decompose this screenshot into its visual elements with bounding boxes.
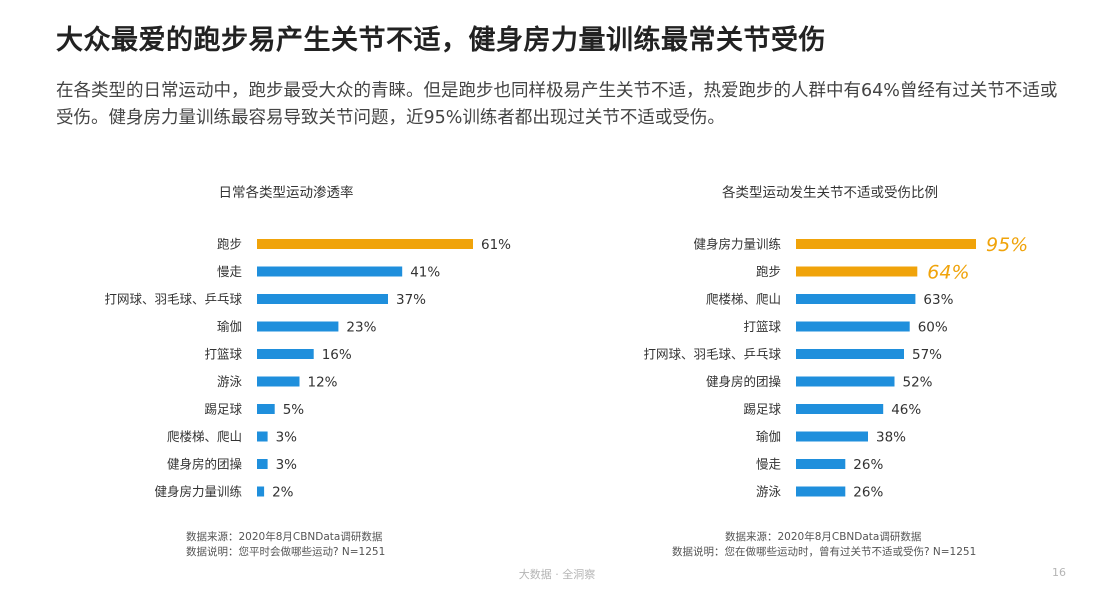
page-subtitle: 在各类型的日常运动中，跑步最受大众的青睐。但是跑步也同样极易产生关节不适，热爱跑…	[56, 81, 1058, 128]
chart-1-title: 日常各类型运动渗透率	[219, 184, 354, 201]
chart-2-bar	[796, 294, 916, 304]
chart-1-bar	[257, 459, 268, 469]
chart-1-category-label: 跑步	[217, 237, 242, 252]
chart-2-category-label: 爬楼梯、爬山	[706, 292, 781, 307]
chart-2-value-label: 63%	[923, 292, 953, 308]
chart-2-category-label: 游泳	[756, 484, 782, 499]
chart-1-note-desc: 数据说明：您平时会做哪些运动? N=1251	[186, 546, 386, 558]
chart-2-value-label: 46%	[891, 402, 921, 418]
chart-1-category-label: 打篮球	[204, 347, 242, 362]
chart-2-bar	[796, 404, 884, 414]
chart-2-value-label: 95%	[986, 234, 1028, 256]
chart-2-note-desc: 数据说明：您在做哪些运动时，曾有过关节不适或受伤? N=1251	[672, 546, 977, 558]
chart-1-bar	[257, 294, 388, 304]
chart-1-bar	[257, 239, 473, 249]
chart-1-bar	[257, 486, 265, 497]
chart-2-category-label: 慢走	[756, 457, 782, 472]
chart-1-value-label: 16%	[322, 347, 352, 363]
page-title: 大众最爱的跑步易产生关节不适，健身房力量训练最常关节受伤	[56, 25, 826, 56]
chart-1-bar	[257, 376, 300, 387]
chart-2-bar	[796, 321, 910, 332]
chart-2-category-label: 健身房力量训练	[693, 237, 781, 252]
chart-2-note-source: 数据来源：2020年8月CBNData调研数据	[725, 531, 922, 543]
chart-1-value-label: 61%	[481, 237, 511, 253]
chart-2-category-label: 打篮球	[743, 319, 781, 334]
footer-brand: 大数据 · 全洞察	[518, 568, 596, 581]
chart-1-value-label: 37%	[396, 292, 426, 308]
chart-2-category-label: 跑步	[756, 264, 781, 279]
chart-1-bar	[257, 349, 314, 359]
chart-2-value-label: 64%	[927, 262, 969, 284]
chart-1-value-label: 3%	[276, 457, 298, 473]
chart-2-category-label: 瑜伽	[756, 429, 781, 444]
chart-2-value-label: 26%	[853, 457, 883, 473]
chart-1-value-label: 3%	[276, 430, 298, 446]
chart-2-bar	[796, 376, 895, 387]
chart-1-value-label: 23%	[346, 320, 376, 336]
chart-2-category-label: 健身房的团操	[706, 374, 782, 389]
chart-1-value-label: 5%	[283, 402, 305, 418]
chart-1-value-label: 12%	[308, 375, 338, 391]
chart-2-category-label: 打网球、羽毛球、乒乓球	[643, 347, 781, 362]
chart-2-bar	[796, 349, 904, 359]
chart-2-value-label: 57%	[912, 347, 942, 363]
chart-2-title: 各类型运动发生关节不适或受伤比例	[722, 185, 938, 201]
chart-1-bar	[257, 266, 403, 277]
chart-1-category-label: 健身房的团操	[167, 457, 243, 472]
chart-2-value-label: 26%	[853, 485, 883, 501]
chart-1-category-label: 游泳	[217, 374, 243, 389]
chart-1-category-label: 爬楼梯、爬山	[167, 429, 242, 444]
chart-1-category-label: 瑜伽	[217, 319, 242, 334]
chart-2-bar	[796, 266, 918, 277]
chart-2-bar	[796, 459, 846, 469]
chart-1-category-label: 健身房力量训练	[154, 484, 242, 499]
chart-1-category-label: 打网球、羽毛球、乒乓球	[104, 292, 242, 307]
chart-2-category-label: 踢足球	[743, 402, 781, 417]
chart-1-bar	[257, 431, 268, 442]
chart-2-bar	[796, 239, 976, 249]
chart-2-value-label: 60%	[918, 320, 948, 336]
chart-2-bar	[796, 431, 868, 442]
chart-2-value-label: 38%	[876, 430, 906, 446]
chart-1-note-source: 数据来源：2020年8月CBNData调研数据	[186, 531, 383, 543]
chart-1-bar	[257, 321, 339, 332]
page-number: 16	[1052, 566, 1066, 579]
chart-1-category-label: 踢足球	[204, 402, 242, 417]
chart-2-bar	[796, 486, 846, 497]
chart-1-value-label: 2%	[272, 485, 294, 501]
chart-2-value-label: 52%	[903, 375, 933, 391]
chart-1-category-label: 慢走	[217, 264, 243, 279]
chart-1-bar	[257, 404, 275, 414]
chart-1-value-label: 41%	[410, 265, 440, 281]
